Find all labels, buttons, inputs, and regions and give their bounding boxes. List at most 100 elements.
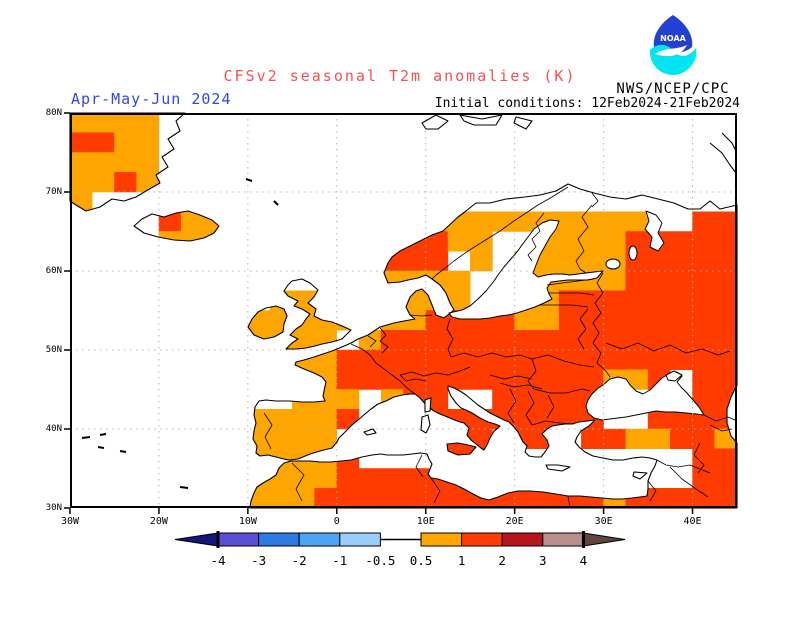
lon-tick-label: 20W bbox=[149, 516, 168, 527]
colorbar-end-tick bbox=[216, 531, 220, 548]
anomaly-cell bbox=[403, 349, 426, 370]
anomaly-cell bbox=[692, 448, 716, 469]
anomaly-cell bbox=[714, 211, 737, 232]
anomaly-cell bbox=[91, 113, 115, 133]
anomaly-cell bbox=[358, 468, 382, 489]
anomaly-cell bbox=[581, 251, 604, 272]
anomaly-cell bbox=[447, 428, 471, 449]
anomaly-cell bbox=[647, 330, 671, 351]
anomaly-cell bbox=[336, 389, 360, 410]
map-frame bbox=[70, 113, 737, 508]
anomaly-cell bbox=[447, 448, 471, 469]
colorbar-segment bbox=[501, 532, 544, 547]
anomaly-cell bbox=[70, 191, 93, 212]
anomaly-cell bbox=[625, 231, 649, 252]
lake-onega bbox=[628, 245, 638, 261]
anomaly-cell bbox=[292, 468, 315, 489]
cyprus bbox=[632, 471, 648, 480]
anomaly-cell bbox=[492, 349, 515, 370]
small-islands bbox=[81, 178, 279, 489]
anomaly-cell bbox=[558, 290, 582, 311]
anomaly-cell bbox=[714, 468, 737, 489]
anomaly-cell bbox=[381, 310, 404, 331]
anomaly-cell bbox=[336, 349, 360, 370]
anomaly-cell bbox=[514, 349, 538, 370]
baltic-sea bbox=[448, 219, 604, 320]
anomaly-cell bbox=[603, 428, 627, 449]
anomaly-cell bbox=[314, 330, 338, 351]
anomaly-cell bbox=[603, 231, 627, 252]
anomaly-cell bbox=[692, 290, 716, 311]
anomaly-cell bbox=[514, 488, 538, 508]
anomaly-cell bbox=[670, 330, 693, 351]
anomaly-cell bbox=[647, 270, 671, 291]
anomaly-cell bbox=[180, 211, 204, 232]
anomaly-map bbox=[64, 112, 738, 514]
anomaly-cell bbox=[314, 290, 338, 311]
lat-tick-label: 70N bbox=[45, 187, 62, 197]
colorbar-tick-label: -1 bbox=[332, 553, 347, 568]
anomaly-cell bbox=[670, 310, 693, 331]
noaa-logo-shield bbox=[653, 15, 693, 53]
coastlines bbox=[69, 112, 738, 509]
anomaly-cell bbox=[714, 290, 737, 311]
anomaly-cell bbox=[581, 330, 604, 351]
anomaly-cell bbox=[469, 349, 493, 370]
lat-tick-label: 60N bbox=[45, 266, 62, 276]
anomaly-cell bbox=[670, 488, 693, 508]
anomaly-cell bbox=[536, 251, 560, 272]
lon-tick-label: 0 bbox=[333, 516, 340, 527]
lon-tick-label: 30W bbox=[60, 516, 80, 527]
anomaly-cell bbox=[336, 369, 360, 390]
anomaly-cell bbox=[670, 349, 693, 370]
anomaly-cell bbox=[292, 310, 315, 331]
anomaly-cell bbox=[70, 132, 93, 153]
anomaly-cell bbox=[447, 290, 471, 311]
anomaly-cell bbox=[292, 409, 315, 430]
colorbar-tick-label: -4 bbox=[210, 553, 225, 568]
anomaly-cell bbox=[603, 270, 627, 291]
lat-tick-label: 50N bbox=[45, 345, 62, 355]
initial-conditions-label: Initial conditions: 12Feb2024-21Feb2024 bbox=[434, 96, 740, 111]
anomaly-cell bbox=[536, 310, 560, 331]
colorbar-segment bbox=[542, 532, 584, 547]
anomaly-cell bbox=[447, 330, 471, 351]
anomaly-cell bbox=[692, 310, 716, 331]
anomaly-cell bbox=[536, 330, 560, 351]
anomaly-cell bbox=[91, 132, 115, 153]
colorbar-arrow-right bbox=[582, 532, 626, 547]
anomaly-cell bbox=[714, 488, 737, 508]
anomaly-cell bbox=[714, 448, 737, 469]
anomaly-cell bbox=[292, 290, 315, 311]
anomaly-cell bbox=[425, 270, 449, 291]
crete bbox=[545, 464, 571, 472]
anomaly-cell bbox=[136, 132, 160, 153]
anomaly-cell bbox=[625, 330, 649, 351]
anomaly-cell bbox=[136, 152, 160, 173]
anomaly-cell bbox=[91, 172, 115, 193]
colorbar-tick-label: 1 bbox=[458, 553, 466, 568]
anomaly-cell bbox=[714, 409, 737, 430]
anomaly-cell bbox=[381, 488, 404, 508]
anomaly-cell bbox=[403, 389, 426, 410]
anomaly-cell bbox=[625, 290, 649, 311]
anomaly-cell bbox=[292, 428, 315, 449]
anomaly-cell bbox=[381, 369, 404, 390]
anomaly-cell bbox=[91, 152, 115, 173]
lon-tick-label: 30E bbox=[594, 516, 613, 527]
anomaly-cell bbox=[336, 468, 360, 489]
anomaly-cell bbox=[447, 349, 471, 370]
anomaly-cell bbox=[625, 428, 649, 449]
lat-tick-label: 30N bbox=[45, 503, 62, 513]
anomaly-cell bbox=[469, 468, 493, 489]
anomaly-cell bbox=[492, 389, 515, 410]
lon-tick-label: 10W bbox=[238, 516, 257, 527]
anomaly-cell bbox=[358, 369, 382, 390]
anomaly-cell bbox=[714, 369, 737, 390]
anomaly-cell bbox=[625, 310, 649, 331]
anomaly-cell bbox=[670, 270, 693, 291]
colorbar-segment bbox=[217, 532, 260, 547]
colorbar-tick-label: -0.5 bbox=[365, 553, 395, 568]
anomaly-cell bbox=[403, 211, 426, 232]
anomaly-cell bbox=[70, 113, 93, 133]
